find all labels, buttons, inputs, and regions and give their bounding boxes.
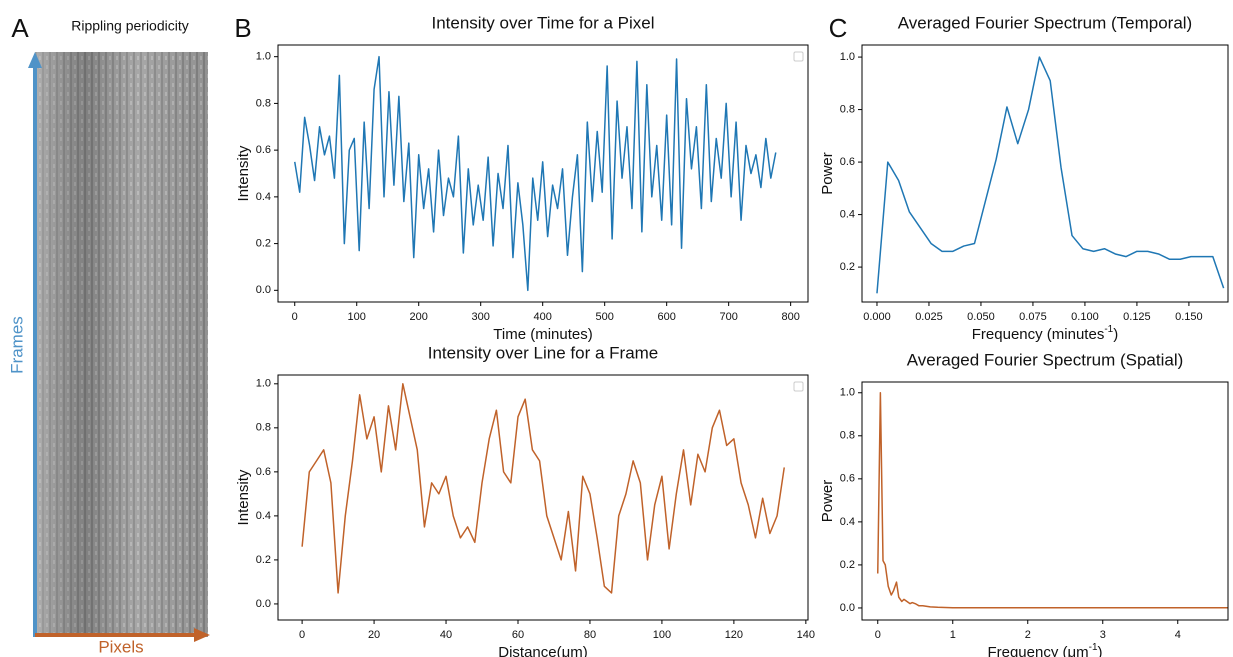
- plot-frame: [277, 374, 809, 621]
- chart-title: Intensity over Time for a Pixel: [432, 13, 655, 32]
- x-tick-label: 120: [725, 629, 743, 641]
- x-tick-label: 80: [584, 629, 596, 641]
- x-tick-label: 700: [719, 311, 737, 323]
- y-tick-label: 1.0: [840, 387, 855, 399]
- plot-frame: [277, 44, 809, 303]
- x-tick-label: 40: [440, 629, 452, 641]
- kymograph-shade: [35, 52, 208, 637]
- y-tick-label: 0.8: [256, 422, 271, 434]
- data-line: [293, 55, 777, 292]
- x-tick-label: 140: [797, 629, 815, 641]
- x-axis-label: Frequency (μm-1): [987, 642, 1102, 657]
- panel-label: A: [11, 13, 29, 43]
- x-axis-label-part: -1: [1089, 642, 1098, 653]
- y-tick-label: 0.4: [840, 516, 855, 528]
- x-tick-label: 0.100: [1071, 311, 1099, 323]
- y-tick-label: 0.0: [256, 598, 271, 610]
- y-axis-label: Intensity: [235, 469, 252, 525]
- x-tick-label: 500: [595, 311, 613, 323]
- plot-frame: [861, 381, 1229, 621]
- y-tick-label: 0.4: [840, 208, 855, 220]
- x-tick-label: 3: [1100, 629, 1106, 641]
- y-tick-label: 1.0: [840, 51, 855, 63]
- plot-frame: [861, 44, 1229, 303]
- x-axis-label-part: ): [1098, 644, 1103, 657]
- y-tick-label: 0.6: [840, 156, 855, 168]
- x-axis-label: Frequency (minutes-1): [972, 324, 1118, 343]
- panel-label: C: [829, 13, 848, 43]
- frames-label: Frames: [7, 316, 26, 374]
- x-tick-label: 800: [781, 311, 799, 323]
- chart-title: Averaged Fourier Spectrum (Temporal): [898, 13, 1192, 32]
- x-tick-label: 60: [512, 629, 524, 641]
- x-tick-label: 2: [1025, 629, 1031, 641]
- x-axis-label-part: Frequency (μm: [987, 644, 1088, 657]
- x-tick-label: 4: [1175, 629, 1181, 641]
- x-tick-label: 100: [653, 629, 671, 641]
- y-tick-label: 0.4: [256, 191, 271, 203]
- x-tick-label: 300: [472, 311, 490, 323]
- y-tick-label: 0.6: [840, 473, 855, 485]
- y-tick-label: 1.0: [256, 378, 271, 390]
- y-tick-label: 1.0: [256, 51, 271, 63]
- data-line: [877, 392, 1228, 609]
- x-tick-label: 0.075: [1019, 311, 1047, 323]
- y-tick-label: 0.4: [256, 510, 271, 522]
- data-line: [301, 383, 785, 594]
- x-tick-label: 0: [292, 311, 298, 323]
- y-tick-label: 0.2: [256, 554, 271, 566]
- y-tick-label: 0.0: [256, 284, 271, 296]
- x-tick-label: 0.025: [915, 311, 943, 323]
- y-tick-label: 0.2: [256, 237, 271, 249]
- x-tick-label: 600: [657, 311, 675, 323]
- y-tick-label: 0.0: [840, 602, 855, 614]
- y-tick-label: 0.2: [840, 261, 855, 273]
- x-axis-label-part: ): [1113, 326, 1118, 343]
- x-tick-label: 0.050: [967, 311, 995, 323]
- x-tick-label: 1: [950, 629, 956, 641]
- panel-label: B: [234, 13, 251, 43]
- x-tick-label: 0.150: [1175, 311, 1203, 323]
- x-axis-label: Time (minutes): [493, 326, 592, 343]
- x-tick-label: 100: [348, 311, 366, 323]
- x-axis-label-part: Frequency (minutes: [972, 326, 1105, 343]
- x-tick-label: 20: [368, 629, 380, 641]
- y-tick-label: 0.8: [840, 430, 855, 442]
- x-tick-label: 400: [534, 311, 552, 323]
- pixels-arrowhead: [194, 628, 210, 642]
- y-tick-label: 0.8: [256, 97, 271, 109]
- chart-title: Intensity over Line for a Frame: [428, 343, 659, 362]
- y-tick-label: 0.6: [256, 144, 271, 156]
- x-tick-label: 0.125: [1123, 311, 1151, 323]
- x-axis-label-part: -1: [1104, 324, 1113, 335]
- empty-legend: [793, 51, 804, 62]
- image-title: Rippling periodicity: [71, 18, 189, 34]
- x-tick-label: 0: [299, 629, 305, 641]
- frames-arrowhead: [28, 52, 42, 68]
- x-tick-label: 0: [875, 629, 881, 641]
- pixels-label: Pixels: [98, 637, 143, 656]
- y-axis-label: Power: [819, 152, 836, 195]
- x-axis-label: Distance(μm): [498, 644, 588, 657]
- y-axis-label: Power: [819, 480, 836, 523]
- x-tick-label: 200: [410, 311, 428, 323]
- y-tick-label: 0.8: [840, 103, 855, 115]
- y-axis-label: Intensity: [235, 145, 252, 201]
- y-tick-label: 0.6: [256, 466, 271, 478]
- empty-legend: [793, 381, 804, 392]
- data-line: [876, 56, 1225, 294]
- y-tick-label: 0.2: [840, 559, 855, 571]
- chart-title: Averaged Fourier Spectrum (Spatial): [907, 350, 1184, 369]
- x-tick-label: 0.000: [863, 311, 891, 323]
